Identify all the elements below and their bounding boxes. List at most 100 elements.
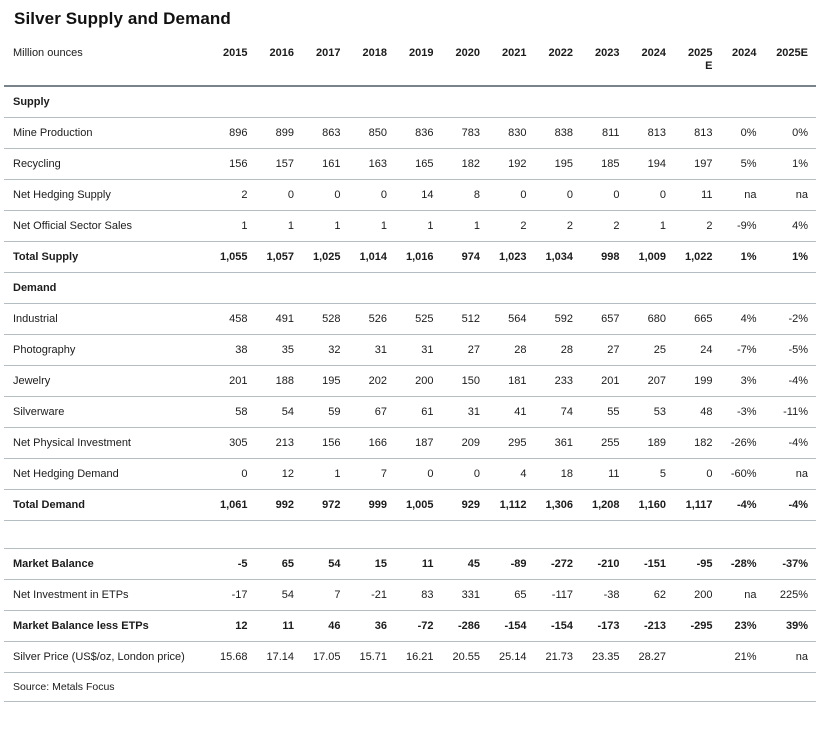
table-row: Net Hedging Supply 2 0 0 0 14 8 0 0 0 0 11 na na: [4, 179, 816, 211]
cell-value: -21: [340, 579, 387, 611]
cell-value: 65: [480, 579, 527, 611]
cell-value: 850: [340, 117, 387, 149]
column-header: 2018: [340, 43, 387, 87]
cell-value: 974: [433, 241, 480, 273]
cell-value: 361: [526, 427, 573, 459]
cell-value: 192: [480, 148, 527, 180]
cell-value: 182: [666, 427, 713, 459]
cell-value: 1,208: [573, 489, 620, 521]
cell-value: 1,023: [480, 241, 527, 273]
column-header: 2022: [526, 43, 573, 87]
cell-value: 36: [340, 610, 387, 642]
row-label: Total Supply: [4, 241, 201, 273]
cell-value: 331: [433, 579, 480, 611]
cell-value: 21.73: [526, 641, 573, 673]
cell-value: 15.68: [201, 641, 248, 673]
table-row: Market Balance less ETPs 12 11 46 36 -72 -286-…: [4, 610, 816, 642]
cell-value: 197: [666, 148, 713, 180]
cell-value: 5: [619, 458, 666, 490]
cell-value: 187: [387, 427, 434, 459]
section-row: Supply: [4, 86, 816, 118]
cell-value: 14: [387, 179, 434, 211]
cell-value: 28: [526, 334, 573, 366]
cell-value: 0: [294, 179, 341, 211]
cell-value: 25: [619, 334, 666, 366]
section-label: Demand: [4, 272, 816, 304]
cell-value: -154: [480, 610, 527, 642]
cell-value: 31: [433, 396, 480, 428]
cell-value: 59: [294, 396, 341, 428]
cell-value: -28%: [712, 548, 757, 580]
cell-value: 27: [573, 334, 620, 366]
table-row: Mine Production 896 899 863 850 836 783 830 838 8…: [4, 117, 816, 149]
cell-value: -95: [666, 548, 713, 580]
cell-value: 150: [433, 365, 480, 397]
cell-value: 39%: [756, 610, 816, 642]
cell-value: 1: [433, 210, 480, 242]
row-label: Net Physical Investment: [4, 427, 201, 459]
cell-value: 1%: [756, 148, 816, 180]
cell-value: 813: [619, 117, 666, 149]
row-label: Net Hedging Demand: [4, 458, 201, 490]
cell-value: 0%: [712, 117, 757, 149]
column-header: 2017: [294, 43, 341, 87]
cell-value: 0: [340, 179, 387, 211]
cell-value: 195: [294, 365, 341, 397]
cell-value: 38: [201, 334, 248, 366]
cell-value: 201: [201, 365, 248, 397]
cell-value: 1: [387, 210, 434, 242]
cell-value: -295: [666, 610, 713, 642]
cell-value: 11: [387, 548, 434, 580]
cell-value: 16.21: [387, 641, 434, 673]
cell-value: 189: [619, 427, 666, 459]
cell-value: 157: [247, 148, 294, 180]
cell-value: 1,306: [526, 489, 573, 521]
table-row: Photography 38 35 32 31 31 27 28 28 27 25 24 -7% -5%: [4, 334, 816, 366]
cell-value: 83: [387, 579, 434, 611]
cell-value: 213: [247, 427, 294, 459]
table-row: Net Investment in ETPs -17 54 7 -21 83 331 65 -1…: [4, 579, 816, 611]
cell-value: -213: [619, 610, 666, 642]
cell-value: 25.14: [480, 641, 527, 673]
section-label: Supply: [4, 86, 816, 118]
cell-value: 0: [201, 458, 248, 490]
column-header: 2024: [619, 43, 666, 87]
table-row: Total Supply 1,055 1,057 1,025 1,014 1,016 974…: [4, 241, 816, 273]
cell-value: 182: [433, 148, 480, 180]
table-row: Silver Price (US$/oz, London price) 15.68…: [4, 641, 816, 673]
cell-value: 1,057: [247, 241, 294, 273]
cell-value: 11: [247, 610, 294, 642]
cell-value: 61: [387, 396, 434, 428]
cell-value: -210: [573, 548, 620, 580]
row-label: Total Demand: [4, 489, 201, 521]
table-row: Recycling 156 157 161 163 165 182 192 195 185 194 1…: [4, 148, 816, 180]
row-label: Silverware: [4, 396, 201, 428]
cell-value: 58: [201, 396, 248, 428]
cell-value: 21%: [712, 641, 757, 673]
cell-value: 1: [294, 210, 341, 242]
cell-value: 161: [294, 148, 341, 180]
cell-value: 11: [666, 179, 713, 211]
cell-value: 813: [666, 117, 713, 149]
table-row: Silverware 58 54 59 67 61 31 41 74 55 53 48 -3% -11%: [4, 396, 816, 428]
cell-value: 491: [247, 303, 294, 335]
cell-value: -89: [480, 548, 527, 580]
cell-value: 0: [387, 458, 434, 490]
cell-value: 31: [387, 334, 434, 366]
cell-value: 166: [340, 427, 387, 459]
cell-value: 17.05: [294, 641, 341, 673]
cell-value: 1,005: [387, 489, 434, 521]
report-page: Silver Supply and Demand Million ounces …: [4, 9, 816, 702]
cell-value: 12: [201, 610, 248, 642]
cell-value: 28: [480, 334, 527, 366]
cell-value: -151: [619, 548, 666, 580]
source-row: Source: Metals Focus: [4, 672, 816, 702]
cell-value: 20.55: [433, 641, 480, 673]
cell-value: 4: [480, 458, 527, 490]
cell-value: 0: [619, 179, 666, 211]
spacer-cell: [4, 520, 816, 549]
cell-value: 7: [294, 579, 341, 611]
column-header: 2023: [573, 43, 620, 87]
cell-value: 992: [247, 489, 294, 521]
